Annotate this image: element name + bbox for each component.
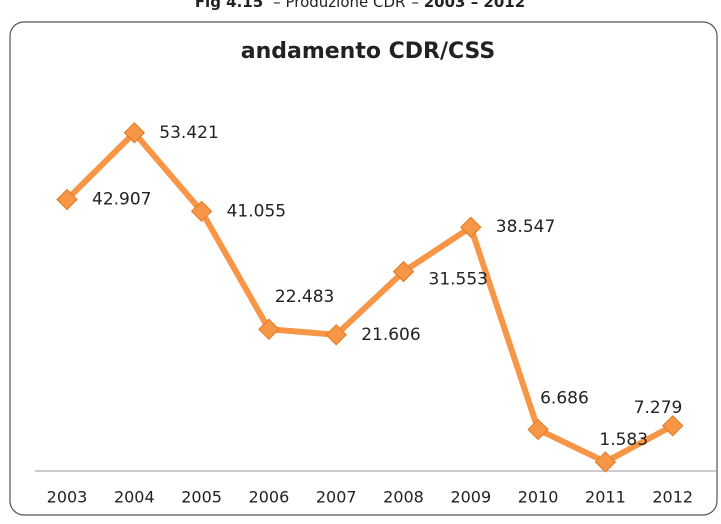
chart-title: andamento CDR/CSS xyxy=(241,39,496,64)
data-label: 31.553 xyxy=(429,270,488,290)
marker xyxy=(527,418,549,441)
data-label: 21.606 xyxy=(361,325,420,345)
data-label: 6.686 xyxy=(540,389,589,409)
chart-frame xyxy=(9,21,718,516)
data-label: 41.055 xyxy=(227,201,286,221)
x-tick-label: 2005 xyxy=(181,488,222,507)
data-label: 42.907 xyxy=(92,190,151,210)
caption: Fig 4.15– Produzione CDR – 2003 – 2012 xyxy=(195,0,525,11)
caption-range: 2003 – 2012 xyxy=(424,0,525,11)
marker xyxy=(392,260,415,283)
x-tick-label: 2010 xyxy=(518,488,559,507)
data-label: 1.583 xyxy=(599,430,648,450)
caption-text: Produzione CDR xyxy=(285,0,405,11)
marker xyxy=(460,216,482,238)
data-label: 22.483 xyxy=(275,287,334,307)
x-tick-label: 2008 xyxy=(383,488,424,507)
x-tick-label: 2009 xyxy=(450,488,491,507)
caption-text: – xyxy=(411,0,423,11)
marker xyxy=(56,188,78,211)
data-label: 38.547 xyxy=(496,217,555,237)
data-label: 53.421 xyxy=(159,123,218,143)
x-tick-label: 2012 xyxy=(652,488,693,507)
marker xyxy=(190,200,213,223)
caption-label: Fig 4.15 xyxy=(195,0,263,11)
marker xyxy=(258,318,280,340)
marker xyxy=(123,122,146,144)
x-tick-label: 2003 xyxy=(47,488,88,507)
x-tick-label: 2007 xyxy=(316,488,357,507)
x-tick-label: 2006 xyxy=(249,488,290,507)
line xyxy=(64,129,675,465)
x-tick-label: 2004 xyxy=(114,488,155,507)
marker xyxy=(594,451,617,473)
marker xyxy=(661,415,684,437)
caption-text: – xyxy=(273,0,285,11)
x-tick-label: 2011 xyxy=(585,488,626,507)
marker xyxy=(325,324,347,346)
data-label: 7.279 xyxy=(634,398,683,418)
